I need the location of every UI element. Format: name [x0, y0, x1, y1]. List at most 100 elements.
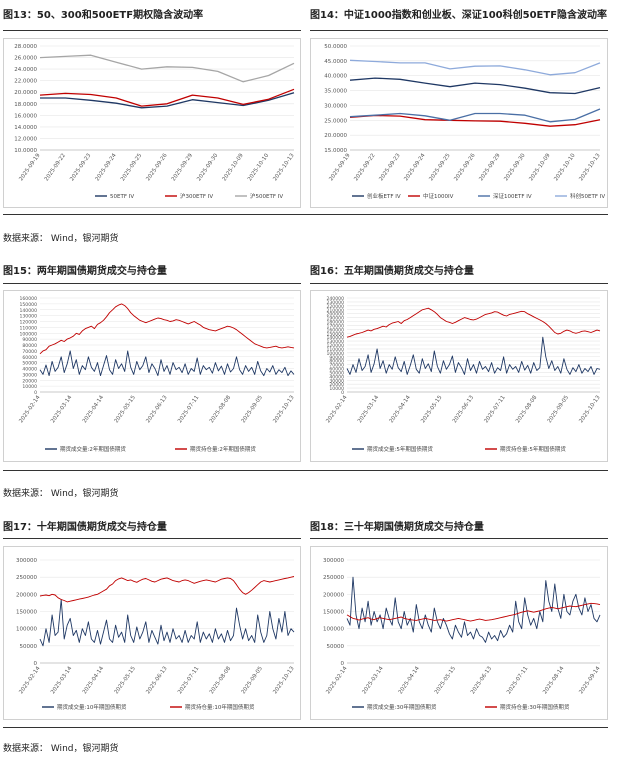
data-source-note: 数据来源： Wind，银河期货: [3, 744, 119, 754]
y-tick-label: 80000: [22, 343, 37, 349]
x-tick-label: 2025-04-14: [398, 665, 422, 695]
y-tick-label: 15.0000: [324, 148, 347, 154]
legend-label: 期货持仓量:10年期国债期货: [185, 703, 255, 711]
y-tick-label: 60000: [22, 355, 37, 361]
series-line-1: [346, 336, 601, 375]
y-tick-label: 50.0000: [324, 44, 347, 50]
y-tick-label: 200000: [326, 312, 344, 318]
y-tick-label: 160000: [19, 296, 37, 302]
y-tick-label: 100000: [326, 351, 344, 357]
legend-label: 深证100ETF IV: [493, 192, 532, 200]
y-tick-label: 10.0000: [14, 148, 37, 154]
y-tick-label: 210000: [326, 308, 344, 314]
x-tick-label: 2025-09-24: [95, 152, 119, 182]
y-tick-label: 70000: [22, 349, 37, 355]
legend-label: 期货成交量:5年期国债期货: [367, 445, 433, 453]
x-tick-label: 2025-09-22: [353, 153, 376, 183]
x-tick-label: 2025-09-29: [171, 152, 195, 182]
y-tick-label: 25.0000: [324, 118, 347, 124]
series-line-1: [349, 77, 601, 95]
y-tick-label: 30.0000: [324, 103, 347, 109]
y-tick-label: 0: [34, 661, 38, 667]
legend-label: 期货持仓量:30年期国债期货: [500, 703, 570, 711]
y-tick-label: 26.0000: [14, 56, 37, 62]
y-tick-label: 110000: [19, 325, 37, 331]
y-tick-label: 220000: [326, 304, 344, 310]
x-tick-label: 2025-09-23: [378, 152, 402, 182]
y-tick-label: 20.0000: [14, 90, 37, 96]
y-tick-label: 10000: [329, 386, 344, 392]
x-tick-label: 2025-09-29: [478, 152, 502, 182]
y-tick-label: 250000: [16, 575, 37, 581]
x-tick-label: 2025-09-30: [503, 152, 527, 182]
y-tick-label: 150000: [323, 610, 344, 616]
x-tick-label: 2025-08-08: [515, 394, 539, 424]
x-tick-label: 2025-02-14: [325, 394, 349, 424]
y-tick-label: 230000: [326, 300, 344, 306]
y-tick-label: 130000: [326, 339, 344, 345]
x-tick-label: 2025-05-15: [114, 394, 138, 424]
x-tick-label: 2025-09-19: [18, 152, 42, 182]
y-tick-label: 45.0000: [324, 59, 347, 65]
x-tick-label: 2025-07-11: [484, 395, 507, 425]
y-tick-label: 16.0000: [14, 113, 37, 119]
x-tick-label: 2025-10-13: [272, 394, 296, 424]
y-tick-label: 200000: [16, 592, 37, 598]
x-tick-label: 2025-09-05: [241, 394, 265, 424]
x-tick-label: 2025-09-14: [578, 665, 602, 695]
series-line-4: [349, 59, 601, 76]
legend-label: 沪500ETF IV: [250, 192, 283, 200]
chart-title-fig18: 图18：三十年期国债期货成交与持仓量: [310, 522, 484, 533]
legend-label: 期货持仓量:2年期国债期货: [190, 445, 256, 453]
y-tick-label: 160000: [326, 327, 344, 333]
y-tick-label: 18.0000: [14, 102, 37, 108]
y-tick-label: 50000: [329, 370, 344, 376]
y-tick-label: 22.0000: [14, 79, 37, 85]
series-line-3: [39, 54, 295, 83]
legend-label: 期货成交量:2年期国债期货: [60, 445, 126, 453]
chart-panel-fig13: [3, 38, 301, 208]
x-tick-label: 2025-09-19: [328, 152, 352, 182]
chart-panel-fig14: [310, 38, 608, 208]
y-tick-label: 40000: [329, 374, 344, 380]
x-tick-label: 2025-10-13: [578, 152, 602, 182]
title-rule: [310, 283, 608, 284]
y-tick-label: 40000: [22, 367, 37, 373]
x-tick-label: 2025-03-14: [362, 665, 386, 695]
chart-title-fig16: 图16：五年期国债期货成交与持仓量: [310, 266, 474, 277]
x-tick-label: 2025-10-09: [528, 152, 552, 182]
y-tick-label: 30000: [22, 372, 37, 378]
y-tick-label: 20.0000: [324, 133, 347, 139]
y-tick-label: 24.0000: [14, 67, 37, 73]
legend-label: 期货持仓量:5年期国债期货: [500, 445, 566, 453]
x-tick-label: 2025-09-30: [196, 152, 220, 182]
y-tick-label: 90000: [22, 337, 37, 343]
section-rule: [3, 470, 608, 471]
chart-title-fig15: 图15：两年期国债期货成交与持仓量: [3, 266, 167, 277]
legend-label: 期货成交量:10年期国债期货: [57, 703, 127, 711]
y-tick-label: 150000: [16, 610, 37, 616]
x-tick-label: 2025-07-11: [177, 666, 200, 696]
x-tick-label: 2025-02-14: [325, 665, 349, 695]
section-rule: [3, 214, 608, 215]
y-tick-label: 90000: [329, 355, 344, 361]
x-tick-label: 2025-05-15: [434, 665, 458, 695]
y-tick-label: 130000: [19, 314, 37, 320]
x-tick-label: 2025-10-10: [247, 152, 271, 182]
y-tick-label: 60000: [329, 367, 344, 373]
y-tick-label: 120000: [326, 343, 344, 349]
x-tick-label: 2025-07-11: [177, 395, 200, 425]
y-tick-label: 40.0000: [324, 74, 347, 80]
y-tick-label: 180000: [326, 320, 344, 326]
title-rule: [3, 30, 301, 31]
data-source-note: 数据来源： Wind，银河期货: [3, 234, 119, 244]
y-tick-label: 120000: [19, 320, 37, 326]
x-tick-label: 2025-02-14: [18, 665, 42, 695]
x-tick-label: 2025-09-05: [547, 394, 571, 424]
y-tick-label: 100000: [19, 331, 37, 337]
y-tick-label: 0: [34, 390, 37, 396]
x-tick-label: 2025-10-13: [272, 665, 296, 695]
x-tick-label: 2025-03-14: [50, 394, 74, 424]
y-tick-label: 50000: [327, 644, 345, 650]
